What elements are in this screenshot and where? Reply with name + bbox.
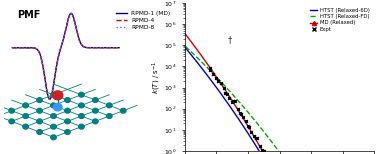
HTST (Relaxed-FD): [200, 62, 205, 64]
HTST (Relaxed-6D): [256, 149, 260, 151]
Line: HTST (Relaxed-6D): HTST (Relaxed-6D): [185, 47, 374, 154]
HTST (Relaxed-FD): [183, 45, 187, 47]
Circle shape: [107, 114, 112, 118]
Circle shape: [79, 103, 84, 108]
Circle shape: [51, 114, 56, 118]
Circle shape: [23, 124, 28, 129]
Circle shape: [79, 92, 84, 97]
Circle shape: [79, 114, 84, 118]
Circle shape: [9, 119, 14, 124]
Expt: [208, 69, 212, 71]
HTST (Relaxed-6D): [212, 84, 217, 86]
Circle shape: [65, 108, 70, 113]
Circle shape: [65, 119, 70, 124]
Circle shape: [51, 92, 56, 97]
Legend: HTST (Relaxed-6D), HTST (Relaxed-FD), MD (Relaxed), Expt: HTST (Relaxed-6D), HTST (Relaxed-FD), MD…: [307, 6, 372, 34]
Expt: [208, 67, 212, 69]
Circle shape: [37, 98, 42, 102]
Expt: [215, 80, 220, 81]
HTST (Relaxed-FD): [212, 74, 217, 76]
Circle shape: [65, 130, 70, 134]
Circle shape: [121, 108, 126, 113]
Circle shape: [79, 124, 84, 129]
HTST (Relaxed-FD): [260, 129, 265, 130]
HTST (Relaxed-6D): [200, 68, 205, 70]
Line: HTST (Relaxed-FD): HTST (Relaxed-FD): [185, 46, 374, 154]
HTST (Relaxed-FD): [259, 128, 264, 130]
Circle shape: [23, 114, 28, 118]
Circle shape: [37, 108, 42, 113]
Legend: RPMD-1 (MD), RPMD-4, RPMD-8: RPMD-1 (MD), RPMD-4, RPMD-8: [114, 9, 173, 32]
Circle shape: [53, 103, 62, 111]
Line: Expt: Expt: [209, 67, 319, 154]
Circle shape: [93, 98, 98, 102]
Circle shape: [107, 103, 112, 108]
Circle shape: [23, 103, 28, 108]
Circle shape: [51, 103, 56, 108]
HTST (Relaxed-FD): [256, 124, 260, 126]
Circle shape: [9, 108, 14, 113]
Circle shape: [37, 119, 42, 124]
Circle shape: [53, 91, 63, 100]
Circle shape: [51, 124, 56, 129]
Text: $\dagger$: $\dagger$: [226, 34, 232, 46]
Circle shape: [65, 98, 70, 102]
Expt: [260, 149, 265, 151]
Circle shape: [93, 108, 98, 113]
Circle shape: [51, 135, 56, 140]
Circle shape: [37, 130, 42, 134]
Text: PMF: PMF: [17, 10, 41, 20]
Y-axis label: $k(T)$ / s$^{-1}$: $k(T)$ / s$^{-1}$: [150, 61, 163, 93]
HTST (Relaxed-6D): [183, 46, 187, 48]
Circle shape: [93, 119, 98, 124]
Expt: [246, 125, 251, 127]
